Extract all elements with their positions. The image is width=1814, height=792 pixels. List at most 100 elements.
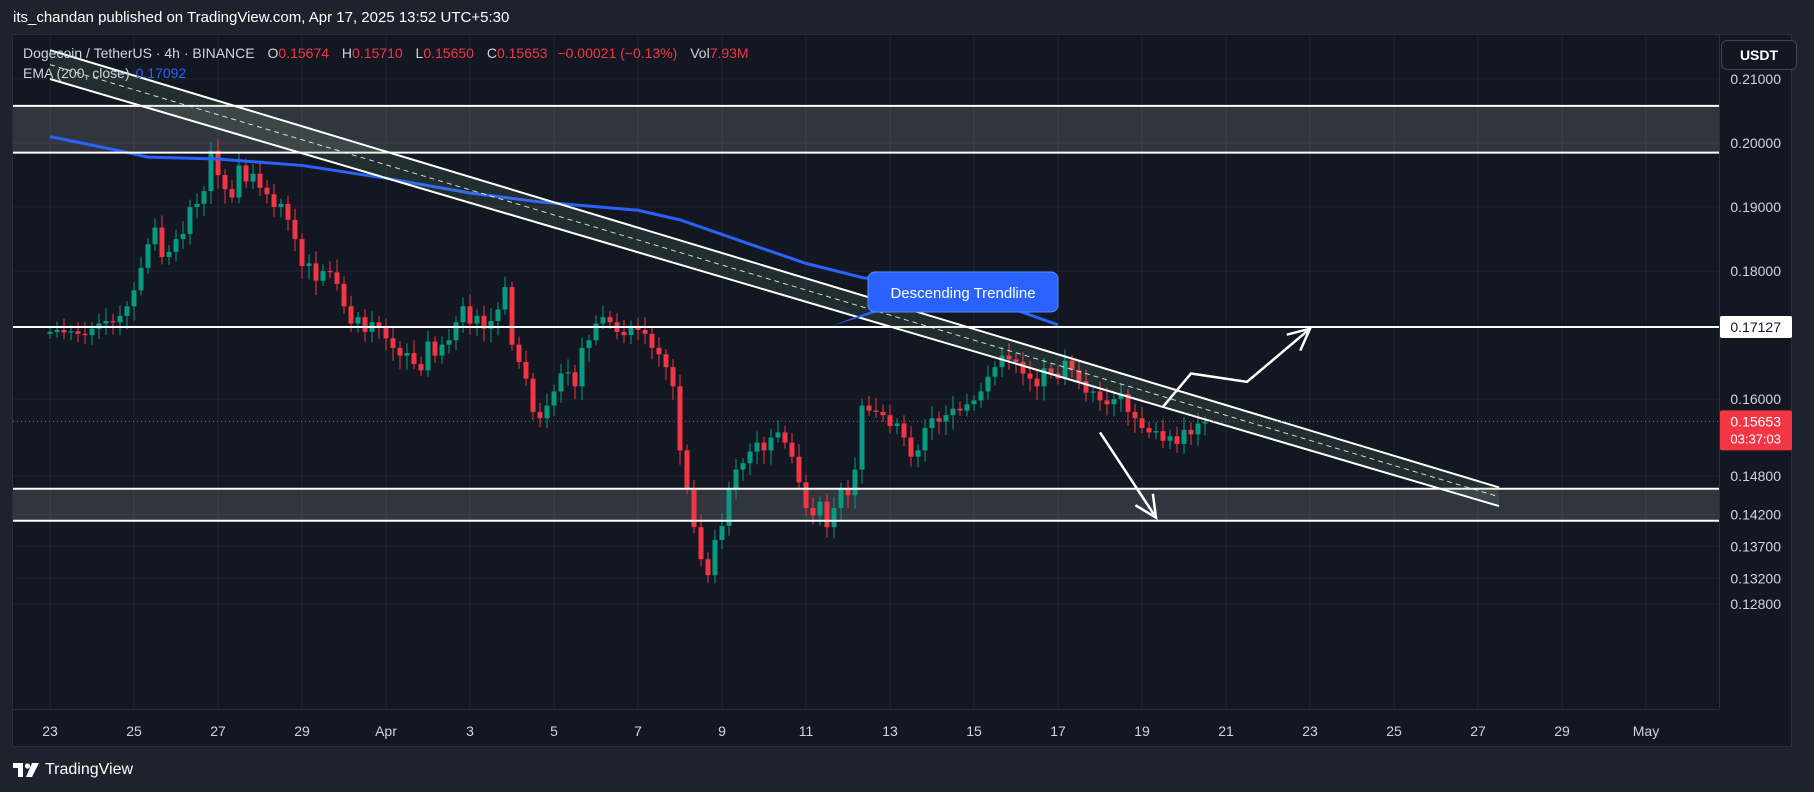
legend-row-ema: EMA (200, close) 0.17092	[23, 65, 749, 81]
legend-symbol[interactable]: Dogecoin / TetherUS · 4h · BINANCE	[23, 45, 255, 61]
candle-down	[866, 405, 872, 411]
candle-down	[670, 367, 676, 387]
legend-high-label: H	[341, 45, 353, 61]
legend-ema-value: 0.17092	[135, 65, 187, 81]
time-tick-label: 25	[126, 723, 142, 739]
candle-up	[54, 329, 60, 332]
currency-button[interactable]: USDT	[1721, 40, 1797, 70]
level-label: 0.17127	[1730, 319, 1781, 335]
time-tick-label: 17	[1050, 723, 1066, 739]
candle-down	[908, 437, 914, 457]
price-tick-label: 0.13700	[1730, 538, 1781, 554]
tradingview-logo[interactable]: TradingView	[13, 761, 133, 779]
candle-up	[208, 150, 214, 192]
candle-down	[82, 333, 88, 336]
candle-up	[1195, 423, 1201, 435]
candle-up	[754, 442, 760, 452]
candle-down	[537, 411, 543, 419]
candle-down	[75, 331, 81, 334]
candle-up	[740, 463, 746, 470]
candle-up	[1041, 368, 1047, 387]
legend-ema-label[interactable]: EMA (200, close)	[23, 65, 130, 81]
candle-down	[887, 415, 893, 427]
candle-down	[1174, 436, 1180, 444]
candle-down	[691, 488, 697, 528]
candle-up	[831, 507, 837, 528]
callout-pointer	[832, 311, 882, 326]
candle-down	[264, 187, 270, 195]
candle-up	[187, 207, 193, 234]
candle-up	[1167, 436, 1173, 441]
candle-down	[243, 165, 249, 182]
candle-down	[957, 408, 963, 411]
candle-down	[222, 175, 228, 190]
tradingview-brand: TradingView	[45, 761, 134, 778]
candle-up	[894, 423, 900, 427]
candle-up	[47, 331, 53, 334]
candle-up	[1153, 431, 1159, 433]
candle-up	[915, 450, 921, 457]
candle-up	[425, 341, 431, 371]
candle-down	[285, 203, 291, 220]
candle-down	[1006, 355, 1012, 360]
candle-up	[1090, 391, 1096, 393]
candle-up	[943, 415, 949, 422]
time-axis[interactable]: 23 25 27 29 Apr 3 5 7 9 11 13 15 17 19 21 23 25 27 29 May	[13, 709, 1719, 740]
candle-down	[1188, 429, 1194, 435]
candle-down	[845, 488, 851, 496]
candle-down	[663, 354, 669, 368]
price-tick-label: 0.21000	[1730, 71, 1781, 87]
candle-up	[474, 315, 480, 324]
legend-open-value: 0.15674	[278, 45, 330, 61]
candle-up	[712, 539, 718, 576]
candle-up	[166, 251, 172, 257]
candle-up	[236, 165, 242, 198]
legend-open-label: O	[267, 45, 279, 61]
time-tick-label: 13	[882, 723, 898, 739]
candle-up	[579, 347, 585, 387]
candle-up	[250, 173, 256, 182]
candle-down	[761, 442, 767, 451]
legend-vol-label: Vol	[690, 45, 710, 61]
candle-down	[362, 317, 368, 332]
candle-down	[516, 344, 522, 362]
up-projection-arrowhead	[1286, 326, 1313, 352]
candle-down	[411, 353, 417, 364]
candle-down	[698, 527, 704, 560]
candle-up	[971, 400, 977, 405]
candle-down	[530, 378, 536, 412]
down-projection-arrow	[1098, 431, 1158, 519]
candle-up	[89, 328, 95, 336]
candle-down	[824, 501, 830, 528]
last-price-label-bg	[1720, 410, 1792, 451]
trendline-channel-fill	[50, 50, 1499, 507]
price-tick-label: 0.14200	[1730, 506, 1781, 522]
candle-down	[271, 194, 277, 208]
candle-down	[1132, 411, 1138, 419]
candle-down	[803, 482, 809, 508]
candle-up	[117, 315, 123, 323]
candle-up	[201, 191, 207, 204]
candle-up	[929, 418, 935, 428]
candle-down	[796, 456, 802, 483]
trendline-upper	[49, 49, 1500, 489]
time-tick-label: 15	[966, 723, 982, 739]
candle-down	[642, 329, 648, 334]
time-tick-label: 27	[1470, 723, 1486, 739]
candle-down	[313, 263, 319, 281]
price-axis[interactable]: 0.21000 0.20000 0.19000 0.18000 0.16000 0.148…	[1719, 35, 1782, 709]
candle-down	[705, 559, 711, 576]
candle-up	[600, 317, 606, 324]
price-tick-label: 0.14800	[1730, 468, 1781, 484]
candle-down	[61, 329, 67, 333]
time-tick-label: 23	[42, 723, 58, 739]
candle-down	[635, 327, 641, 330]
candle-up	[1111, 399, 1117, 405]
last-price-label: 0.15653	[1730, 413, 1781, 429]
candle-down	[467, 306, 473, 324]
candle-down	[509, 287, 515, 345]
candle-up	[992, 367, 998, 377]
candle-down	[334, 272, 340, 284]
callout[interactable]: Descending Trendline	[832, 271, 1059, 326]
